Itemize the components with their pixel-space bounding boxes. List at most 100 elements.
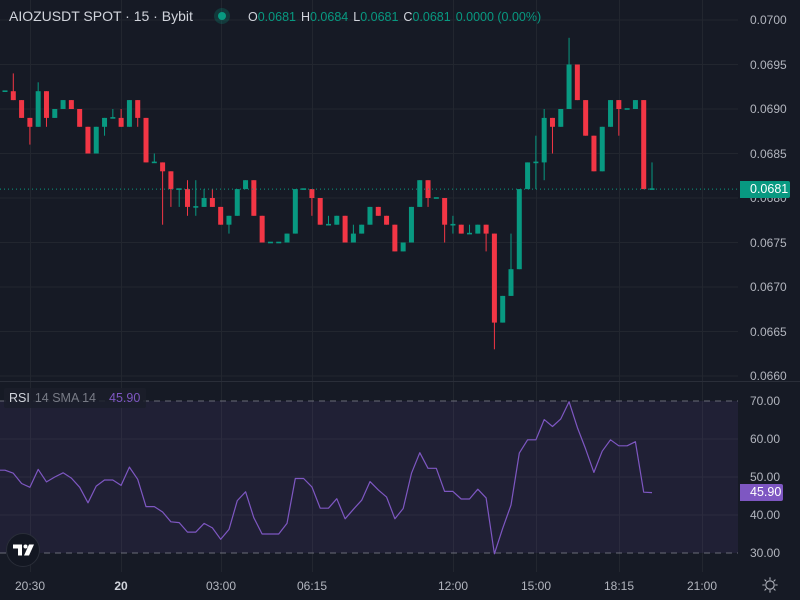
candle-body bbox=[52, 109, 58, 118]
candle bbox=[301, 188, 307, 190]
candle bbox=[184, 180, 190, 216]
candle bbox=[408, 206, 414, 243]
rsi-legend-title[interactable]: RSI bbox=[9, 391, 30, 405]
candle-body bbox=[77, 109, 83, 127]
time-axis-label: 20 bbox=[114, 579, 128, 593]
candle-body bbox=[309, 189, 315, 198]
candle-body bbox=[400, 242, 406, 252]
candle-body bbox=[201, 198, 207, 207]
candle bbox=[267, 241, 273, 244]
close-value: 0.0681 bbox=[412, 10, 451, 24]
rsi-band bbox=[0, 401, 738, 553]
candle-body bbox=[35, 91, 41, 127]
candle bbox=[2, 90, 8, 92]
candle-wick bbox=[153, 153, 155, 163]
symbol-title[interactable]: AIOZUSDT SPOT · 15 · Bybit bbox=[9, 8, 193, 24]
candle-body bbox=[184, 189, 190, 207]
candle bbox=[616, 100, 622, 136]
candle bbox=[126, 100, 132, 127]
candle bbox=[193, 180, 199, 216]
price-axis-label: 0.0685 bbox=[750, 146, 787, 161]
candle-body bbox=[126, 100, 132, 127]
rsi-legend-params: 14 SMA 14 bbox=[34, 391, 96, 405]
candle-body bbox=[259, 215, 265, 243]
candle-wick bbox=[328, 215, 330, 225]
candle bbox=[359, 224, 365, 234]
candle-wick bbox=[228, 215, 230, 234]
candle bbox=[151, 153, 157, 164]
candle-body bbox=[624, 108, 630, 110]
candle bbox=[292, 189, 298, 234]
candle bbox=[85, 126, 91, 154]
candle-wick bbox=[12, 73, 14, 101]
candle bbox=[491, 233, 497, 350]
candle-wick bbox=[551, 117, 553, 154]
candle bbox=[118, 109, 124, 127]
price-axis-label: 0.0690 bbox=[750, 102, 787, 116]
change-value: 0.0000 (0.00%) bbox=[455, 10, 542, 24]
candle bbox=[367, 206, 373, 225]
candle bbox=[583, 100, 589, 136]
candle bbox=[641, 100, 647, 190]
candle-body bbox=[616, 100, 622, 109]
candle bbox=[110, 109, 116, 119]
candle-body bbox=[251, 180, 257, 216]
candle-body bbox=[243, 180, 249, 190]
candle bbox=[43, 91, 49, 127]
candle bbox=[259, 215, 265, 243]
candle bbox=[35, 82, 41, 127]
candle bbox=[475, 224, 481, 234]
candle-body bbox=[43, 91, 49, 118]
candle-body bbox=[525, 162, 531, 190]
candle bbox=[284, 233, 290, 243]
ohlc-close: C0.0681 bbox=[403, 9, 450, 25]
low-label: L bbox=[353, 10, 361, 24]
candle bbox=[93, 126, 99, 154]
candle bbox=[176, 188, 182, 207]
candle-body bbox=[193, 206, 199, 208]
time-axis-label: 03:00 bbox=[205, 579, 237, 593]
candle-body bbox=[516, 189, 522, 270]
high-label: H bbox=[300, 10, 310, 24]
candle-wick bbox=[178, 189, 180, 207]
open-label: O bbox=[248, 10, 258, 24]
candle bbox=[392, 224, 398, 252]
candle-body bbox=[491, 233, 497, 323]
candle-wick bbox=[618, 100, 620, 136]
candle-body bbox=[500, 295, 506, 323]
candle-wick bbox=[195, 180, 197, 216]
candle bbox=[483, 224, 489, 252]
candle-body bbox=[135, 100, 141, 118]
price-axis-label: 0.0665 bbox=[750, 324, 787, 339]
candle-body bbox=[93, 126, 99, 154]
candle-body bbox=[267, 241, 273, 244]
rsi-legend[interactable]: RSI 14 SMA 14 45.90 bbox=[4, 388, 147, 408]
candle bbox=[591, 135, 597, 172]
candle-body bbox=[632, 100, 638, 109]
candle-wick bbox=[485, 224, 487, 252]
high-value: 0.0684 bbox=[310, 10, 349, 24]
candle-body bbox=[375, 206, 381, 216]
candle-body bbox=[168, 171, 174, 190]
tradingview-logo-icon[interactable] bbox=[5, 532, 41, 568]
candle-body bbox=[110, 117, 116, 119]
settings-icon[interactable] bbox=[762, 577, 778, 593]
candle-body bbox=[384, 215, 390, 225]
time-axis-label: 20:30 bbox=[14, 579, 46, 593]
candle bbox=[350, 224, 356, 243]
candle bbox=[102, 117, 108, 136]
close-label: C bbox=[403, 10, 413, 24]
candle-body bbox=[218, 206, 224, 225]
candle-body bbox=[292, 189, 298, 234]
candle-body bbox=[176, 188, 182, 190]
candle bbox=[309, 189, 315, 216]
candle bbox=[19, 100, 25, 118]
candle bbox=[160, 162, 166, 225]
rsi-axis-label: 50.00 bbox=[750, 470, 781, 484]
time-axis-label: 18:15 bbox=[603, 579, 635, 593]
candle bbox=[574, 64, 580, 101]
candle-body bbox=[234, 189, 240, 216]
candle bbox=[425, 180, 431, 207]
